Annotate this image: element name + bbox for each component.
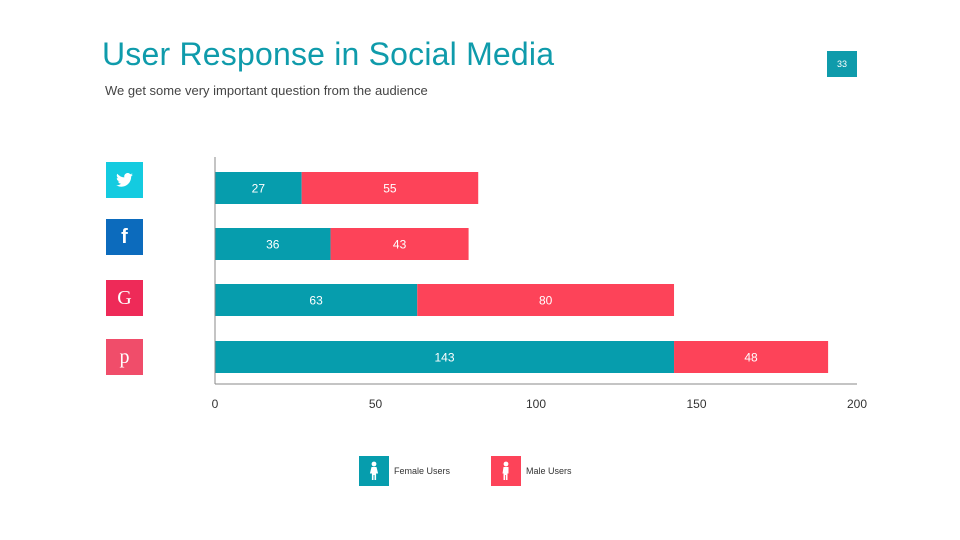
page-number-badge: 33 — [827, 51, 857, 77]
google-icon: G — [106, 280, 143, 316]
twitter-icon — [106, 162, 143, 198]
bar-female-pinterest — [215, 341, 675, 373]
female-user-icon — [359, 456, 389, 486]
data-label: 48 — [744, 351, 758, 365]
bar-female-twitter — [215, 172, 302, 204]
x-tick-label: 200 — [847, 397, 867, 411]
legend-male-label: Male Users — [526, 466, 572, 476]
x-tick-label: 0 — [212, 397, 219, 411]
data-label: 63 — [309, 294, 323, 308]
pinterest-icon: p — [106, 339, 143, 375]
x-tick-label: 150 — [686, 397, 706, 411]
x-tick-label: 100 — [526, 397, 546, 411]
legend-male: Male Users — [491, 456, 572, 486]
x-tick-label: 50 — [369, 397, 383, 411]
bar-male-facebook — [330, 228, 469, 260]
bar-male-pinterest — [674, 341, 829, 373]
legend-female-label: Female Users — [394, 466, 451, 476]
data-label: 143 — [434, 351, 454, 365]
bar-male-twitter — [301, 172, 479, 204]
bar-female-facebook — [215, 228, 331, 260]
data-label: 36 — [266, 238, 280, 252]
data-label: 43 — [393, 238, 407, 252]
data-label: 80 — [539, 294, 553, 308]
data-label: 55 — [383, 182, 397, 196]
facebook-icon: f — [106, 219, 143, 255]
legend-female: Female Users — [359, 456, 450, 486]
male-user-icon — [491, 456, 521, 486]
data-label: 27 — [252, 182, 266, 196]
bar-female-google — [215, 284, 418, 316]
bar-male-google — [417, 284, 675, 316]
page-title: User Response in Social Media — [102, 36, 555, 72]
page-subtitle: We get some very important question from… — [105, 83, 428, 98]
